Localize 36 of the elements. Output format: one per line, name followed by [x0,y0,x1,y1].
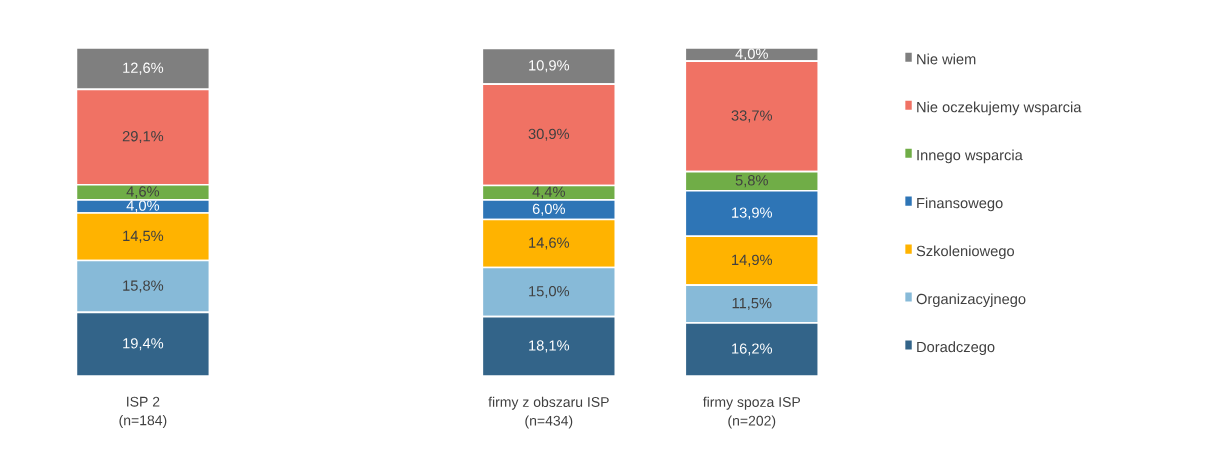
bar [481,315,617,376]
x-tick-label: firmy spoza ISP (n=202) [702,396,801,429]
data-label: 13,9% [732,207,773,220]
legend-label: Finansowego [917,197,1003,212]
legend-label: Innego wsparcia [917,149,1023,164]
data-label: 14,5% [123,230,164,243]
data-label: 29,1% [122,131,164,144]
data-label: 11,5% [732,297,772,311]
bar [481,48,617,85]
data-label: 4,0% [735,48,768,61]
legend-label: Nie wiem [917,53,976,65]
data-label: 16,2% [732,343,773,356]
bar [75,311,211,376]
data-label: 12,6% [123,62,164,75]
data-label: 4,0% [126,200,160,213]
data-label: 15,0% [529,285,570,299]
data-label: 6,0% [532,203,565,216]
legend-label: Nie oczekujemy wsparcia [917,101,1082,116]
data-label: 5,8% [735,175,768,188]
data-label: 14,6% [529,237,570,250]
legend-label: Doradczego [917,341,995,356]
legend-label: Organizacyjnego [916,293,1026,308]
data-label: 4,4% [532,186,565,199]
data-label: 14,9% [732,254,773,267]
bar [684,322,820,376]
data-label: 15,8% [123,280,164,293]
x-tick-label: ISP 2 (n=184) [119,396,167,429]
data-label: 33,7% [731,110,773,123]
data-label: 4,6% [126,186,160,199]
legend-label: Szkoleniowego [916,245,1015,260]
data-label: 30,9% [528,128,570,141]
bar [75,48,211,91]
data-label: 18,1% [529,340,570,353]
data-label: 19,4% [123,338,164,351]
data-label: 10,9% [529,60,570,73]
x-tick-label: firmy z obszaru ISP (n=434) [488,396,609,429]
